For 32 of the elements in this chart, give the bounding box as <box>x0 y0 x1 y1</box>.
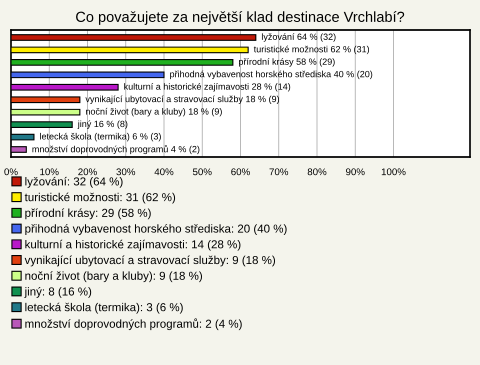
data-label: noční život (bary a kluby) 18 % (9) <box>86 108 222 116</box>
legend-label: noční život (bary a kluby): 9 (18 %) <box>25 271 202 282</box>
data-label: přírodní krásy 58 % (29) <box>238 58 335 67</box>
x-tick-label: 30% <box>116 168 136 176</box>
x-tick-label: 70% <box>270 168 288 176</box>
legend-label: jiný: 8 (16 %) <box>24 286 92 298</box>
legend-label: množství doprovodných programů: 2 (4 %) <box>25 318 242 330</box>
data-label: jiný 16 % (8) <box>78 120 128 129</box>
x-tick-label: 10% <box>40 168 59 176</box>
data-label: množství doprovodných programů 4 % (2) <box>32 144 200 154</box>
x-tick-label: 60% <box>231 168 250 176</box>
x-tick-label: 90% <box>346 168 365 176</box>
data-label: letecká škola (termika) 6 % (3) <box>40 132 161 142</box>
x-tick-label: 100% <box>382 168 406 176</box>
x-tick-label: 50% <box>192 168 212 176</box>
legend-label: turistické možnosti: 31 (62 %) <box>24 192 176 204</box>
legend-label: lyžování: 32 (64 %) <box>25 176 123 188</box>
data-label: přihodná vybavenost horského střediska 40 % (20) <box>170 70 372 80</box>
legend-label: přírodní krásy: 29 (58 %) <box>25 208 151 220</box>
data-label: lyžování 64 % (32) <box>262 33 336 42</box>
x-tick-label: 20% <box>78 168 97 176</box>
legend-label: kulturní a historické zajímavosti: 14 (28 %) <box>25 240 240 251</box>
x-tick-label: 40% <box>154 168 174 176</box>
legend-label: přihodná vybavenost horského střediska: 20 (40 %) <box>25 224 287 235</box>
legend-label: vynikající ubytovací a stravovací služby: 9 (18 %) <box>24 256 276 266</box>
legend-label: letecká škola (termika): 3 (6 %) <box>25 302 183 314</box>
chart-title: Co považujete za největší klad destinace Vrchlabí? <box>76 11 404 25</box>
data-label: kulturní a historické zajímavosti 28 % (14) <box>124 83 290 92</box>
data-label: turistické možnosti 62 % (31) <box>254 46 370 54</box>
x-tick-label: 0% <box>4 168 18 176</box>
x-tick-label: 80% <box>308 168 326 176</box>
data-label: vynikající ubytovací a stravovací služby 18 % (9) <box>85 95 280 104</box>
